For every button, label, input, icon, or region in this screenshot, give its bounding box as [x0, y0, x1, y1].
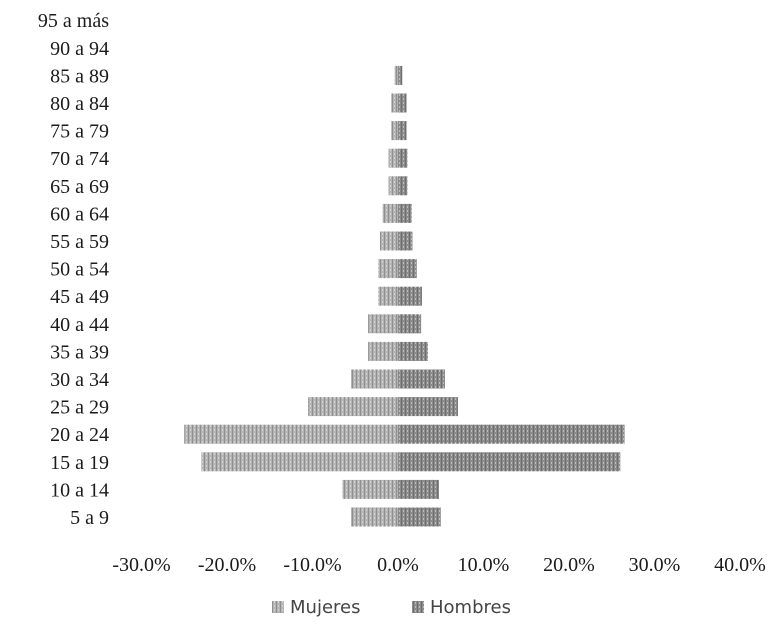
- x-tick-label: -20.0%: [198, 554, 256, 576]
- legend-label-hombres: Hombres: [430, 597, 511, 618]
- bar-mujeres: [391, 121, 398, 141]
- category-label: 45 a 49: [50, 286, 109, 308]
- x-tick-label: -30.0%: [112, 554, 170, 576]
- category-label: 30 a 34: [50, 369, 109, 391]
- bar-hombres: [398, 341, 428, 361]
- category-label: 15 a 19: [50, 452, 109, 474]
- bar-hombres: [398, 507, 441, 527]
- category-label: 70 a 74: [50, 148, 109, 170]
- bar-mujeres: [388, 176, 398, 196]
- category-label: 5 a 9: [70, 507, 109, 529]
- category-label: 50 a 54: [50, 259, 109, 281]
- bar-mujeres: [388, 148, 398, 168]
- bar-mujeres: [351, 369, 398, 389]
- category-label: 55 a 59: [50, 231, 109, 253]
- bar-mujeres: [201, 452, 398, 472]
- legend-swatch-hombres: [412, 601, 424, 613]
- bar-hombres: [398, 65, 403, 85]
- bars-group: [184, 65, 625, 527]
- x-tick-label: 0.0%: [377, 554, 419, 576]
- x-tick-label: 30.0%: [629, 554, 681, 576]
- bar-hombres: [398, 314, 422, 334]
- bar-mujeres: [342, 479, 398, 499]
- bar-hombres: [398, 259, 417, 279]
- x-tick-label: -10.0%: [283, 554, 341, 576]
- bar-mujeres: [378, 286, 398, 306]
- bar-mujeres: [394, 65, 398, 85]
- bar-hombres: [398, 286, 422, 306]
- bar-hombres: [398, 397, 458, 417]
- x-tick-label: 10.0%: [458, 554, 510, 576]
- bar-hombres: [398, 148, 408, 168]
- bar-mujeres: [382, 203, 398, 223]
- bar-hombres: [398, 121, 407, 141]
- category-label: 20 a 24: [50, 424, 109, 446]
- category-label: 90 a 94: [50, 38, 109, 60]
- category-label: 35 a 39: [50, 341, 109, 363]
- bar-hombres: [398, 452, 621, 472]
- category-label: 80 a 84: [50, 93, 109, 115]
- legend-swatch-mujeres: [272, 601, 284, 613]
- bar-hombres: [398, 369, 445, 389]
- bar-mujeres: [368, 341, 398, 361]
- x-tick-label: 40.0%: [714, 554, 766, 576]
- legend-label-mujeres: Mujeres: [290, 597, 360, 618]
- bar-mujeres: [308, 397, 398, 417]
- bar-mujeres: [368, 314, 398, 334]
- category-label: 60 a 64: [50, 203, 109, 225]
- category-label: 40 a 44: [50, 314, 109, 336]
- bar-mujeres: [378, 259, 398, 279]
- bar-hombres: [398, 176, 408, 196]
- bar-hombres: [398, 203, 412, 223]
- bar-mujeres: [391, 93, 398, 113]
- bar-hombres: [398, 231, 413, 251]
- bar-hombres: [398, 479, 439, 499]
- x-tick-label: 20.0%: [543, 554, 595, 576]
- category-label: 95 a más: [38, 10, 109, 32]
- bar-mujeres: [184, 424, 398, 444]
- x-axis-tick-labels: -30.0% -20.0% -10.0% 0.0% 10.0% 20.0% 30.0% 40.…: [112, 554, 766, 576]
- category-label: 10 a 14: [50, 479, 109, 501]
- legend: Mujeres Hombres: [272, 597, 511, 618]
- category-label: 75 a 79: [50, 121, 109, 143]
- bar-mujeres: [380, 231, 398, 251]
- y-axis-category-labels: 5 a 9 10 a 14 15 a 19 20 a 24 25 a 29 30 a 34…: [38, 10, 109, 529]
- category-label: 25 a 29: [50, 397, 109, 419]
- bar-mujeres: [351, 507, 398, 527]
- category-label: 85 a 89: [50, 65, 109, 87]
- bar-hombres: [398, 93, 407, 113]
- category-label: 65 a 69: [50, 176, 109, 198]
- bar-hombres: [398, 424, 625, 444]
